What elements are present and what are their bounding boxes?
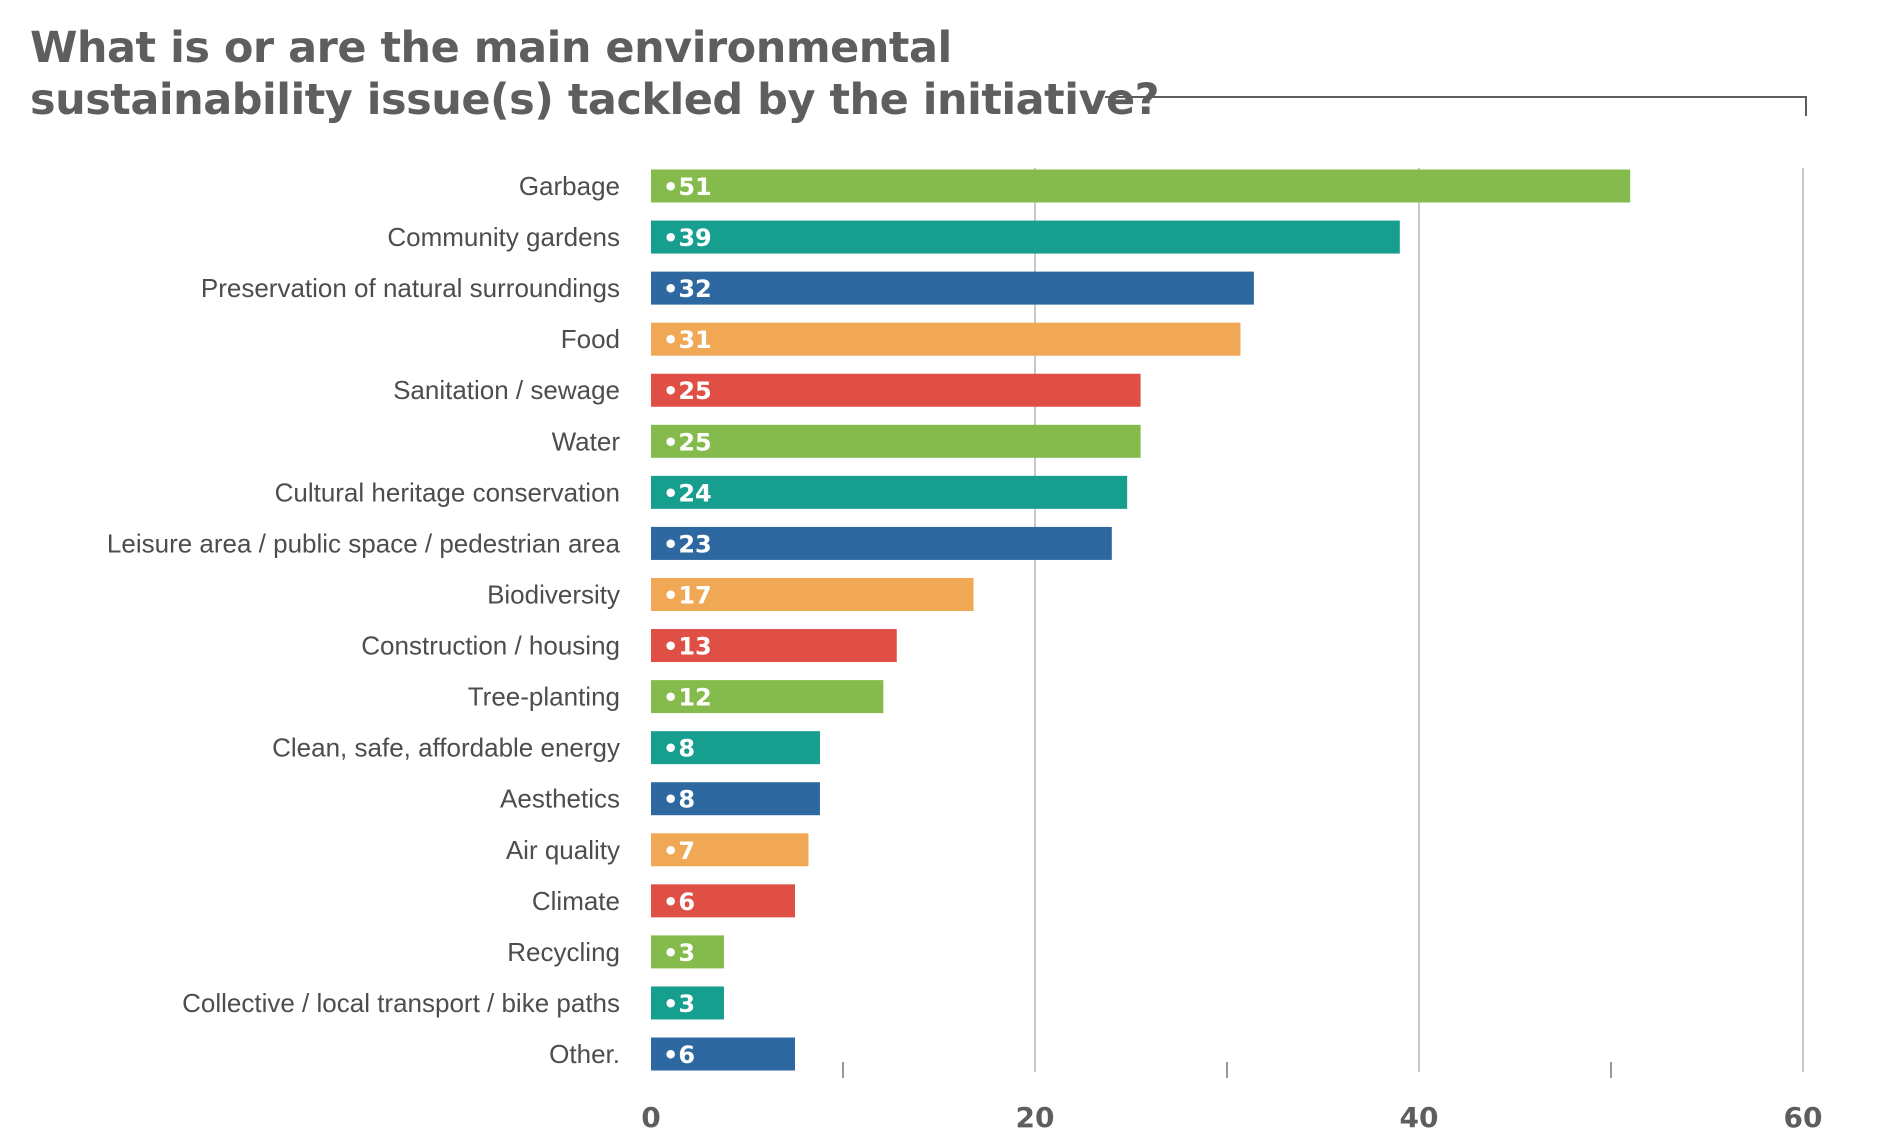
bar-10 xyxy=(651,680,884,714)
category-label-7: Leisure area / public space / pedestrian… xyxy=(107,528,621,558)
bar-value-label-12: •8 xyxy=(663,786,695,814)
bar-value-label-17: •6 xyxy=(663,1041,695,1069)
bar-5 xyxy=(651,424,1141,458)
bar-value-label-4: •25 xyxy=(663,377,712,405)
bar-value-label-2: •32 xyxy=(663,275,712,303)
bar-value-label-14: •6 xyxy=(663,888,695,916)
category-label-4: Sanitation / sewage xyxy=(393,375,620,405)
bar-6 xyxy=(651,475,1128,509)
bar-value-label-10: •12 xyxy=(663,684,712,712)
bar-value-label-7: •23 xyxy=(663,530,712,558)
category-labels: Garbage Community gardens Preservation of … xyxy=(107,171,621,1069)
bar-value-label-1: •39 xyxy=(663,224,712,252)
bar-14 xyxy=(651,884,795,918)
bar-8 xyxy=(651,577,974,611)
category-label-0: Garbage xyxy=(519,171,620,201)
bar-15 xyxy=(651,935,724,969)
category-label-15: Recycling xyxy=(507,937,620,967)
bar-value-label-11: •8 xyxy=(663,735,695,763)
category-label-12: Aesthetics xyxy=(500,784,620,814)
bar-value-label-0: •51 xyxy=(663,173,712,201)
chart-title-line-1: What is or are the main environmental xyxy=(30,23,952,73)
category-label-1: Community gardens xyxy=(387,222,620,252)
category-label-14: Climate xyxy=(532,886,620,916)
bar-value-label-8: •17 xyxy=(663,581,712,609)
category-label-10: Tree-planting xyxy=(468,682,620,712)
bar-value-label-5: •25 xyxy=(663,428,712,456)
bar-13 xyxy=(651,833,809,867)
bar-4 xyxy=(651,373,1141,407)
bar-value-label-3: •31 xyxy=(663,326,712,354)
grid xyxy=(1034,96,1807,1072)
bar-11 xyxy=(651,731,820,765)
bar-1 xyxy=(651,220,1400,254)
bar-3 xyxy=(651,322,1241,356)
bar-16 xyxy=(651,986,724,1020)
bar-7 xyxy=(651,526,1112,560)
bar-value-label-16: •3 xyxy=(663,990,695,1018)
chart-title-line-2: sustainability issue(s) tackled by the i… xyxy=(30,75,1160,125)
category-label-3: Food xyxy=(561,324,620,354)
x-axis: 0 20 40 60 xyxy=(641,1062,1822,1134)
bar-0 xyxy=(651,169,1631,203)
title-rule-line xyxy=(1105,96,1807,116)
bar-value-label-15: •3 xyxy=(663,939,695,967)
category-label-8: Biodiversity xyxy=(487,579,620,609)
category-label-9: Construction / housing xyxy=(361,631,620,661)
bar-value-label-13: •7 xyxy=(663,837,695,865)
category-label-17: Other. xyxy=(549,1039,620,1069)
x-tick-label-60: 60 xyxy=(1784,1101,1823,1134)
category-label-11: Clean, safe, affordable energy xyxy=(272,733,620,763)
bar-2 xyxy=(651,271,1254,305)
category-label-2: Preservation of natural surroundings xyxy=(201,273,620,303)
category-label-13: Air quality xyxy=(506,835,620,865)
x-tick-label-20: 20 xyxy=(1016,1101,1055,1134)
bar-17 xyxy=(651,1037,795,1071)
bar-9 xyxy=(651,629,897,663)
category-label-16: Collective / local transport / bike path… xyxy=(182,988,620,1018)
x-tick-label-0: 0 xyxy=(641,1101,660,1134)
bars: •51 •39 •32 •31 •25 •25 •24 •23 •17 •13 •12 •8 •8 •7 •… xyxy=(651,169,1631,1071)
category-label-6: Cultural heritage conservation xyxy=(275,477,620,507)
bar-value-label-9: •13 xyxy=(663,633,712,661)
bar-12 xyxy=(651,782,820,816)
x-tick-label-40: 40 xyxy=(1400,1101,1439,1134)
chart-title: What is or are the main environmental su… xyxy=(30,22,1160,126)
bar-value-label-6: •24 xyxy=(663,479,712,507)
category-label-5: Water xyxy=(552,426,621,456)
